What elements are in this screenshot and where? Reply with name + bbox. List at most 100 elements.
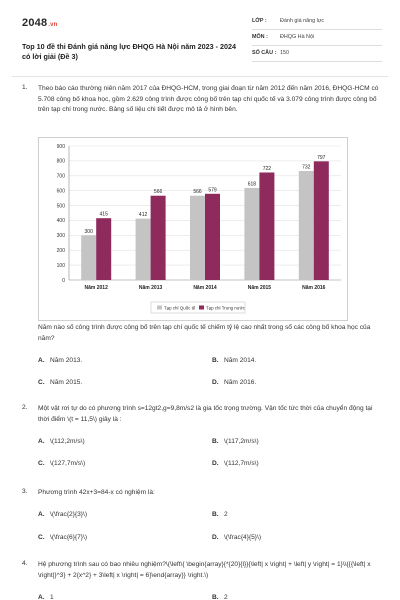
- option-text: \(117,2m/s\): [224, 438, 259, 445]
- data-label: 566: [154, 189, 163, 195]
- option-a[interactable]: A. \(112,2m/s\): [38, 438, 85, 445]
- option-c[interactable]: C. \(127,7m/s\): [38, 460, 85, 467]
- question-stem: Phương trình 42x+3=84-x có nghiệm là:: [38, 489, 155, 496]
- bar: [205, 193, 220, 280]
- question-number: 4.: [22, 560, 28, 567]
- bar: [244, 187, 260, 280]
- option-d[interactable]: D. \(112,7m/s\): [212, 460, 259, 467]
- meta-value: 150: [280, 50, 289, 56]
- meta-key: LỚP :: [252, 18, 267, 24]
- meta-value: Đánh giá năng lực: [280, 18, 325, 24]
- option-text: 1: [50, 594, 54, 600]
- logo[interactable]: 2048.vn: [22, 17, 58, 29]
- y-tick-label: 500: [57, 203, 66, 209]
- option-text: Năm 2014.: [224, 357, 257, 364]
- option-letter: C.: [38, 379, 45, 386]
- option-b[interactable]: B. Năm 2014.: [212, 357, 256, 364]
- option-b[interactable]: B. 2: [212, 511, 228, 518]
- option-letter: A.: [38, 438, 45, 445]
- question-text: Năm nào số công trình được công bố trên …: [38, 324, 371, 342]
- option-b[interactable]: B. \(117,2m/s\): [212, 438, 259, 445]
- question-stem: Hệ phương trình sau có bao nhiêu nghiệm?…: [38, 561, 371, 579]
- bar: [96, 218, 112, 280]
- option-letter: B.: [212, 357, 219, 364]
- option-text: Năm 2013.: [50, 357, 83, 364]
- y-tick-label: 100: [57, 263, 66, 269]
- meta-key: SỐ CÂU :: [252, 50, 277, 56]
- chart-container: 0 100 200 300 400 500 600 700 800 900 300 415 Năm 20…: [38, 137, 348, 321]
- option-text: \(\frac{6}{7}\): [50, 534, 88, 541]
- x-tick-label: Năm 2012: [85, 285, 109, 291]
- x-tick-label: Năm 2014: [193, 285, 217, 291]
- legend-swatch: [157, 305, 162, 310]
- option-letter: C.: [38, 534, 45, 541]
- meta-row-class: LỚP : Đánh giá năng lực: [252, 14, 382, 30]
- meta-row-subject: MÔN : ĐHQG Hà Nội: [252, 30, 382, 46]
- y-tick-label: 0: [62, 278, 65, 284]
- option-text: 2: [224, 511, 228, 518]
- divider: [12, 76, 388, 77]
- option-a[interactable]: A. Năm 2013.: [38, 357, 82, 364]
- option-text: \(112,7m/s\): [224, 460, 259, 467]
- option-letter: A.: [38, 511, 45, 518]
- bar-chart: 0 100 200 300 400 500 600 700 800 900 300 415 Năm 20…: [57, 144, 341, 314]
- question-number: 2.: [22, 404, 28, 411]
- option-d[interactable]: D. \(\frac{4}{5}\): [212, 534, 261, 541]
- option-c[interactable]: C. \(\frac{6}{7}\): [38, 534, 87, 541]
- option-c[interactable]: C. Năm 2015.: [38, 379, 82, 386]
- option-d[interactable]: D. Năm 2016.: [212, 379, 256, 386]
- data-label: 412: [139, 212, 148, 218]
- option-b[interactable]: B. 2: [212, 594, 228, 600]
- bar: [135, 218, 151, 280]
- option-a[interactable]: A. \(\frac{2}{3}\): [38, 511, 87, 518]
- option-text: \(\frac{2}{3}\): [50, 511, 88, 518]
- y-tick-label: 300: [57, 233, 66, 239]
- question-number: 1.: [22, 84, 28, 91]
- legend-label: Tạp chí Trong nước: [206, 306, 246, 311]
- option-letter: D.: [212, 460, 219, 467]
- x-tick-label: Năm 2016: [302, 285, 326, 291]
- x-tick-label: Năm 2013: [139, 285, 163, 291]
- data-label: 566: [193, 189, 202, 195]
- option-letter: D.: [212, 379, 219, 386]
- option-text: Năm 2016.: [224, 379, 257, 386]
- y-tick-label: 700: [57, 174, 66, 180]
- data-label: 618: [248, 181, 257, 187]
- bar: [259, 172, 275, 280]
- meta-value: ĐHQG Hà Nội: [280, 34, 315, 40]
- option-letter: B.: [212, 511, 219, 518]
- option-letter: A.: [38, 594, 45, 600]
- page-title: Top 10 đề thi Đánh giá năng lực ĐHQG Hà …: [22, 42, 236, 61]
- question-stem: Một vật rơi tự do có phương trình s=12gt…: [38, 405, 373, 423]
- data-label: 797: [317, 155, 326, 161]
- data-label: 732: [302, 165, 311, 171]
- header: 2048.vn Top 10 đề thi Đánh giá năng lực …: [22, 14, 382, 70]
- y-tick-label: 600: [57, 188, 66, 194]
- option-a[interactable]: A. 1: [38, 594, 54, 600]
- data-label: 579: [208, 187, 217, 193]
- y-tick-label: 200: [57, 248, 66, 254]
- option-letter: B.: [212, 438, 219, 445]
- option-text: Năm 2015.: [50, 379, 83, 386]
- legend-label: Tạp chí Quốc tế: [164, 306, 196, 311]
- y-tick-label: 400: [57, 218, 66, 224]
- option-text: 2: [224, 594, 228, 600]
- bar: [190, 195, 205, 280]
- bar: [81, 235, 97, 280]
- legend-box: [150, 301, 246, 314]
- option-text: \(127,7m/s\): [50, 460, 86, 467]
- question-number: 3.: [22, 488, 28, 495]
- meta-row-count: SỐ CÂU : 150: [252, 46, 382, 62]
- meta-key: MÔN :: [252, 34, 268, 40]
- bar: [150, 195, 166, 280]
- bar: [298, 171, 314, 280]
- data-label: 300: [85, 229, 94, 235]
- legend-swatch: [199, 305, 204, 310]
- y-tick-label: 900: [57, 144, 66, 150]
- option-letter: D.: [212, 534, 219, 541]
- x-tick-label: Năm 2015: [248, 285, 272, 291]
- option-letter: B.: [212, 594, 219, 600]
- data-label: 722: [263, 166, 272, 172]
- question-stem: Theo báo cáo thường niên năm 2017 của ĐH…: [38, 85, 379, 113]
